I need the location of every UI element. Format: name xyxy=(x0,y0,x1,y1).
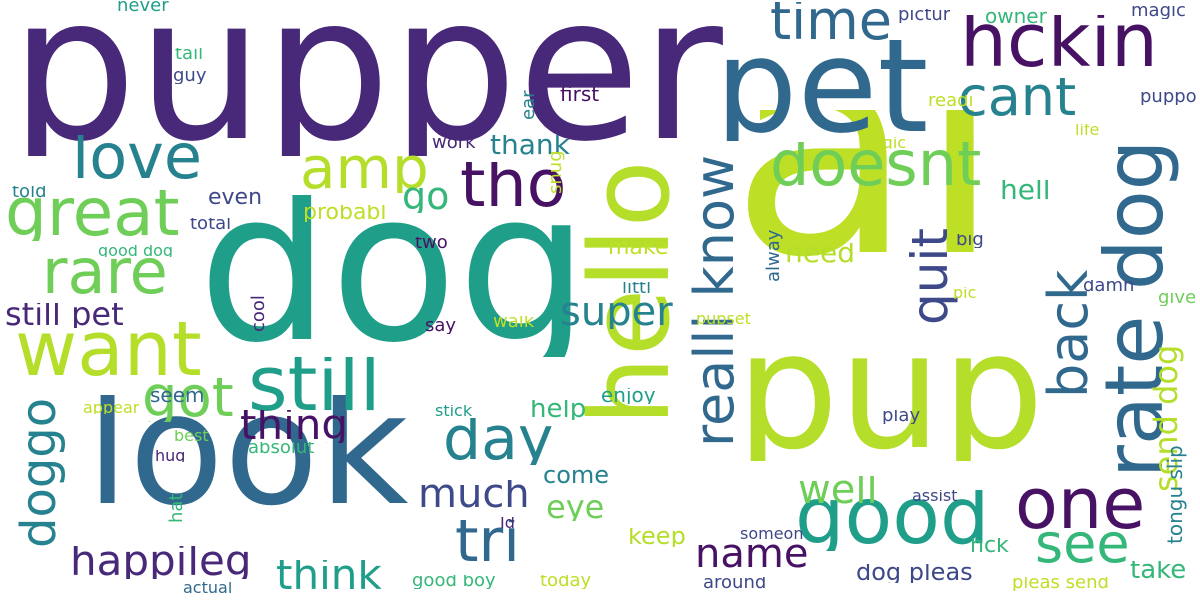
word-pleas-send: pleas send xyxy=(1012,577,1109,591)
word-cant: cant xyxy=(958,78,1076,120)
word-thing: thing xyxy=(240,410,348,443)
word-puppo: puppo xyxy=(1140,91,1197,105)
word-think: think xyxy=(276,560,382,593)
word-pupper: pupper xyxy=(10,0,723,156)
word-doesnt: doesnt xyxy=(770,142,981,190)
word-absolut: absolut xyxy=(248,442,314,456)
word-quit: quit xyxy=(901,228,959,325)
word-hck: hck xyxy=(970,538,1009,555)
word-see: see xyxy=(1035,525,1130,567)
word-good-dog: good dog xyxy=(98,245,173,257)
word-dog: dog xyxy=(198,195,589,357)
word-stick: stick xyxy=(435,405,472,417)
word-guy: guy xyxy=(173,70,207,84)
word-want: want xyxy=(15,322,202,381)
word-readi: readi xyxy=(928,95,974,109)
word-make: make xyxy=(608,240,668,257)
word-take: take xyxy=(1130,561,1186,581)
word-around: around xyxy=(703,577,766,591)
word-one: one xyxy=(1015,480,1145,535)
word-snug: snug xyxy=(545,150,566,194)
word-hug: hug xyxy=(155,450,185,462)
word-well: well xyxy=(798,476,878,507)
word-pupset: pupset xyxy=(696,313,751,325)
word-work: work xyxy=(432,137,476,151)
word-actual: actual xyxy=(183,582,232,594)
word-two: two xyxy=(415,237,448,251)
word-help: help xyxy=(530,400,586,420)
word-rare: rare xyxy=(42,250,168,298)
word-damn: damn xyxy=(1083,280,1134,294)
word-first: first xyxy=(560,87,599,103)
word-hckin: hckin xyxy=(960,15,1158,73)
word-best: best xyxy=(174,430,209,442)
word-seem: seem xyxy=(150,388,205,404)
word-tragic: tragic xyxy=(860,137,906,149)
word-magic: magic xyxy=(1131,5,1186,19)
word-ear: ear xyxy=(518,90,539,120)
word-dog-pleas: dog pleas xyxy=(856,564,973,583)
word-enjoy: enjoy xyxy=(601,388,656,404)
word-pictur: pictur xyxy=(898,9,950,23)
word-pet: pet xyxy=(715,40,928,141)
word-pic: pic xyxy=(953,287,976,299)
word-time: time xyxy=(770,2,892,44)
word-still-pet: still pet xyxy=(5,303,124,328)
word-good: good xyxy=(795,490,989,551)
word-walk: walk xyxy=(493,316,534,330)
word-super: super xyxy=(560,298,673,329)
word-told: told xyxy=(12,186,47,200)
word-look: look xyxy=(86,395,409,516)
word-need: need xyxy=(785,243,855,265)
word-tongu-slip: tongu slip xyxy=(1163,445,1187,544)
word-alway: alway xyxy=(763,229,784,282)
word-cool: cool xyxy=(248,295,269,332)
word-much: much xyxy=(418,480,530,511)
word-come: come xyxy=(543,467,609,486)
word-go: go xyxy=(402,183,449,213)
word-tho: tho xyxy=(460,162,566,213)
word-love: love xyxy=(72,135,202,183)
word-play: play xyxy=(882,410,920,424)
word-owner: owner xyxy=(985,9,1047,25)
word-give: give xyxy=(1158,292,1196,306)
word-realli-know: realli know xyxy=(683,154,746,447)
word-happileg: happileg xyxy=(70,546,252,579)
word-good-boy: good boy xyxy=(412,575,496,589)
word-af: af xyxy=(730,110,1019,278)
word-tail: tail xyxy=(175,48,203,62)
word-name: name xyxy=(695,540,808,571)
word-hell: hell xyxy=(1000,180,1051,202)
word-keep: keep xyxy=(628,528,686,547)
word-appear: appear xyxy=(83,402,139,414)
word-tri: tri xyxy=(455,520,520,567)
word-big: big xyxy=(956,234,984,248)
word-probabl: probabl xyxy=(303,205,387,222)
word-say: say xyxy=(425,320,456,334)
word-doggo: doggo xyxy=(11,397,67,548)
word-hat: hat xyxy=(166,493,187,524)
word-today: today xyxy=(540,575,591,589)
word-even: even xyxy=(208,190,262,207)
word-day: day xyxy=(443,418,553,465)
word-never: never xyxy=(117,0,169,14)
word-life: life xyxy=(1075,124,1099,136)
word-id: Id xyxy=(500,517,515,529)
word-littl: littl xyxy=(622,282,651,296)
word-amp: amp xyxy=(300,148,429,193)
word-someon: someon xyxy=(740,528,803,540)
word-pup: pup xyxy=(736,335,1044,461)
word-thank: thank xyxy=(490,135,570,157)
word-got: got xyxy=(142,378,234,422)
word-great: great xyxy=(5,190,180,241)
word-assist: assist xyxy=(912,490,958,502)
word-eye: eye xyxy=(546,496,604,521)
word-total: total xyxy=(190,218,231,232)
word-still: still xyxy=(248,357,381,416)
